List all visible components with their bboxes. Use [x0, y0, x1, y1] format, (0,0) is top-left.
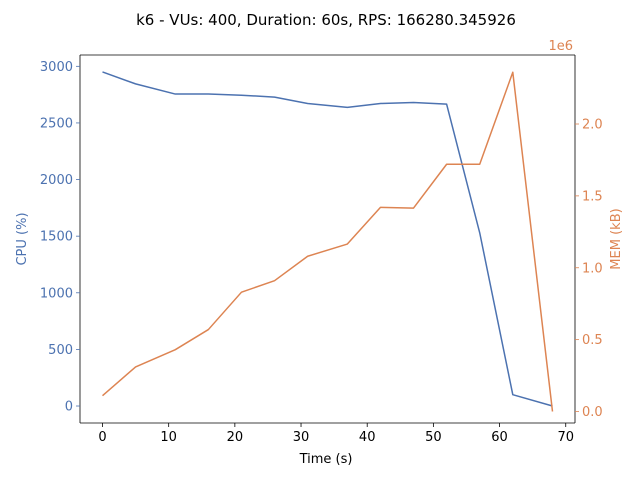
x-tick-label: 70 [557, 430, 574, 445]
x-tick-label: 60 [491, 430, 508, 445]
y-right-tick-label: 2.0 [582, 118, 603, 133]
y-left-tick-label: 1000 [40, 286, 73, 301]
y-left-tick-label: 1500 [40, 230, 73, 245]
x-tick-label: 40 [359, 430, 376, 445]
y-axis-right-offset-text: 1e6 [548, 39, 573, 54]
y-left-tick-label: 500 [48, 343, 73, 358]
x-axis-label: Time (s) [299, 452, 353, 467]
plot-area [102, 71, 554, 412]
y-left-tick-label: 2000 [40, 173, 73, 188]
axes: 0 10 20 30 40 50 60 70 0 500 1000 1500 2000 2500 3000 0… [40, 54, 603, 445]
y-left-tick-label: 3000 [40, 60, 73, 75]
cpu-series-line [102, 71, 553, 407]
y-left-tick-label: 2500 [40, 116, 73, 131]
y-left-tick-label: 0 [65, 400, 73, 415]
y-right-tick-label: 1.5 [582, 189, 603, 204]
x-tick-label: 50 [425, 430, 442, 445]
y-axis-left-label: CPU (%) [15, 212, 30, 265]
y-right-tick-label: 1.0 [582, 261, 603, 276]
chart-title: k6 - VUs: 400, Duration: 60s, RPS: 16628… [136, 11, 516, 29]
y-right-tick-label: 0.5 [582, 333, 603, 348]
y-right-tick-label: 0.0 [582, 405, 603, 420]
x-tick-label: 0 [98, 430, 106, 445]
mem-series-line [102, 71, 554, 412]
x-tick-label: 20 [227, 430, 244, 445]
y-axis-right-label: MEM (kB) [609, 208, 624, 269]
x-tick-label: 30 [293, 430, 310, 445]
x-tick-label: 10 [160, 430, 177, 445]
